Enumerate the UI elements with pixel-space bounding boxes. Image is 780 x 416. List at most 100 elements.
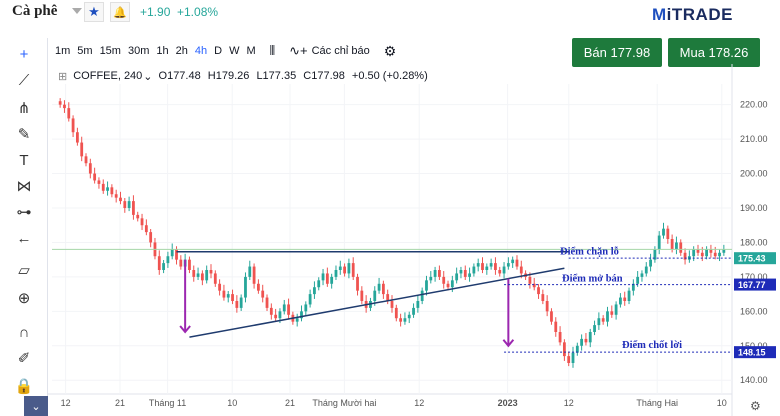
candle-body bbox=[476, 263, 480, 267]
candle-body bbox=[610, 311, 614, 315]
candle-body bbox=[394, 307, 398, 319]
candle-body bbox=[515, 259, 519, 267]
candle-body bbox=[554, 321, 558, 332]
ruler-icon[interactable]: ▱ bbox=[18, 262, 30, 279]
chevron-down-icon[interactable]: ⌄ bbox=[143, 71, 153, 83]
timeframe-1h[interactable]: 1h bbox=[156, 45, 169, 57]
lock-drawings-icon[interactable]: ✐ bbox=[17, 350, 31, 367]
candle-body bbox=[93, 173, 97, 181]
title-dropdown-icon[interactable] bbox=[72, 8, 82, 14]
candle-body bbox=[519, 266, 523, 274]
candle-body bbox=[433, 270, 437, 277]
candle-body bbox=[274, 314, 278, 319]
zoom-in-icon[interactable]: ⊕ bbox=[17, 290, 31, 307]
candle-body bbox=[597, 318, 601, 326]
magnet-icon[interactable]: ∩ bbox=[18, 323, 30, 341]
collapse-legend-icon[interactable]: ⊞ bbox=[58, 71, 68, 83]
change-value: +0.50 (+0.28%) bbox=[351, 70, 428, 82]
candle-body bbox=[334, 270, 338, 277]
candle-body bbox=[196, 273, 200, 277]
change-absolute: +1.90 bbox=[140, 5, 171, 19]
bell-icon[interactable]: 🔔 bbox=[110, 2, 130, 22]
timeframe-2h[interactable]: 2h bbox=[175, 45, 188, 57]
timeframe-4h[interactable]: 4h bbox=[194, 45, 208, 57]
star-icon[interactable]: ★ bbox=[84, 2, 104, 22]
time-tick-label: Tháng 11 bbox=[149, 398, 186, 408]
candle-body bbox=[709, 249, 713, 253]
sell-button[interactable]: Bán 177.98 bbox=[572, 38, 662, 67]
candle-body bbox=[377, 283, 381, 291]
timeframe-w[interactable]: W bbox=[229, 45, 240, 57]
candle-body bbox=[205, 270, 209, 281]
price-tick-label: 150.00 bbox=[740, 341, 768, 351]
candle-body bbox=[235, 301, 239, 308]
candle-body bbox=[502, 266, 506, 274]
timeframe-30m[interactable]: 30m bbox=[127, 45, 150, 57]
candle-body bbox=[506, 263, 510, 267]
candle-body bbox=[550, 311, 553, 322]
candle-body bbox=[545, 301, 549, 312]
candle-body bbox=[528, 276, 532, 284]
axis-settings-icon: ⚙ bbox=[750, 399, 761, 413]
buy-button[interactable]: Mua 178.26 bbox=[668, 38, 760, 67]
text-tool-icon[interactable]: T bbox=[19, 151, 29, 169]
candle-body bbox=[351, 263, 355, 277]
timeframe-m[interactable]: M bbox=[246, 45, 256, 57]
candle-body bbox=[463, 270, 467, 277]
lock-icon[interactable]: 🔒 bbox=[14, 378, 34, 395]
time-tick-label: 21 bbox=[285, 398, 295, 408]
candle-body bbox=[110, 187, 114, 195]
candle-body bbox=[692, 249, 696, 257]
brush-icon[interactable]: ✎ bbox=[17, 126, 31, 143]
candle-body bbox=[127, 201, 131, 208]
candle-body bbox=[317, 280, 321, 288]
candle-body bbox=[325, 273, 329, 284]
timeframe-15m[interactable]: 15m bbox=[99, 45, 121, 57]
prediction-tool-icon[interactable]: ⊶ bbox=[16, 204, 32, 221]
candle-body bbox=[222, 290, 226, 298]
timeframe-5m[interactable]: 5m bbox=[77, 45, 93, 57]
candle-body bbox=[313, 287, 316, 295]
ascending-trendline bbox=[189, 267, 565, 338]
candle-body bbox=[200, 273, 204, 281]
pattern-tool-icon[interactable]: ⋈ bbox=[16, 178, 32, 195]
candle-body bbox=[101, 183, 105, 191]
crosshair-icon[interactable]: + bbox=[19, 45, 29, 63]
candle-body bbox=[75, 132, 79, 143]
timeframe-d[interactable]: D bbox=[214, 45, 223, 57]
candle-body bbox=[705, 249, 709, 257]
time-tick-label: Tháng Hai bbox=[636, 398, 678, 408]
candle-body bbox=[511, 259, 515, 264]
trendline-icon[interactable]: ⟋ bbox=[18, 71, 30, 89]
candle-type-icon[interactable]: ⫴ bbox=[269, 43, 276, 58]
candle-body bbox=[627, 290, 631, 301]
candle-body bbox=[63, 104, 66, 109]
back-arrow-icon[interactable]: ← bbox=[16, 229, 32, 247]
logo-m: M bbox=[652, 5, 667, 24]
fib-tool-icon[interactable]: ⋔ bbox=[17, 100, 31, 117]
candle-body bbox=[338, 266, 342, 270]
symbol-label[interactable]: COFFEE, 240 bbox=[73, 70, 143, 82]
settings-gear-icon[interactable]: ⚙ bbox=[383, 42, 397, 59]
price-tag-label: 175.43 bbox=[738, 254, 766, 264]
collapse-toolbar-icon[interactable]: ⌄ bbox=[24, 396, 48, 416]
instrument-title: Cà phê bbox=[12, 3, 58, 19]
candle-body bbox=[446, 283, 450, 288]
candle-body bbox=[114, 194, 118, 198]
price-tick-label: 160.00 bbox=[740, 306, 768, 316]
indicators-icon[interactable]: ∿+ bbox=[289, 43, 308, 58]
candle-body bbox=[343, 266, 346, 274]
candle-body bbox=[455, 273, 459, 281]
arrow-head bbox=[502, 339, 515, 348]
candle-body bbox=[252, 266, 256, 284]
indicators-button[interactable]: Các chỉ báo bbox=[311, 45, 370, 57]
candle-body bbox=[261, 290, 265, 298]
candle-body bbox=[459, 270, 463, 274]
candle-body bbox=[360, 290, 364, 301]
candle-body bbox=[209, 270, 213, 274]
candle-body bbox=[619, 297, 622, 305]
timeframe-1m[interactable]: 1m bbox=[55, 45, 71, 57]
price-chart[interactable]: Điểm chặn lỗ Điểm mở bán Điểm chốt lời 140… bbox=[48, 64, 780, 416]
candle-body bbox=[179, 259, 183, 267]
annotation-label: Điểm mở bán bbox=[562, 273, 623, 284]
